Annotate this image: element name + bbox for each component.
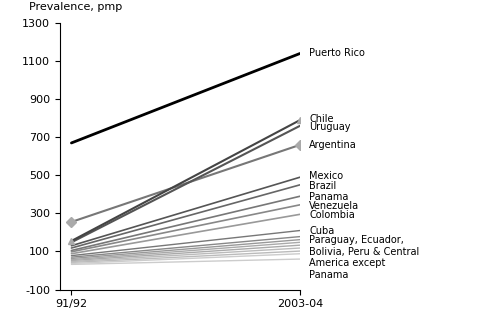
- Text: Prevalence, pmp: Prevalence, pmp: [29, 2, 122, 13]
- Text: Uruguay: Uruguay: [309, 122, 350, 132]
- Text: Brazil: Brazil: [309, 181, 336, 190]
- Text: Argentina: Argentina: [309, 140, 357, 150]
- Text: Colombia: Colombia: [309, 210, 355, 220]
- Text: Venezuela: Venezuela: [309, 201, 360, 211]
- Text: Mexico: Mexico: [309, 171, 344, 181]
- Text: Paraguay, Ecuador,
Bolivia, Peru & Central
America except
Panama: Paraguay, Ecuador, Bolivia, Peru & Centr…: [309, 235, 420, 280]
- Text: Puerto Rico: Puerto Rico: [309, 48, 365, 59]
- Text: Chile: Chile: [309, 114, 334, 124]
- Text: Panama: Panama: [309, 192, 348, 202]
- Text: Cuba: Cuba: [309, 225, 334, 236]
